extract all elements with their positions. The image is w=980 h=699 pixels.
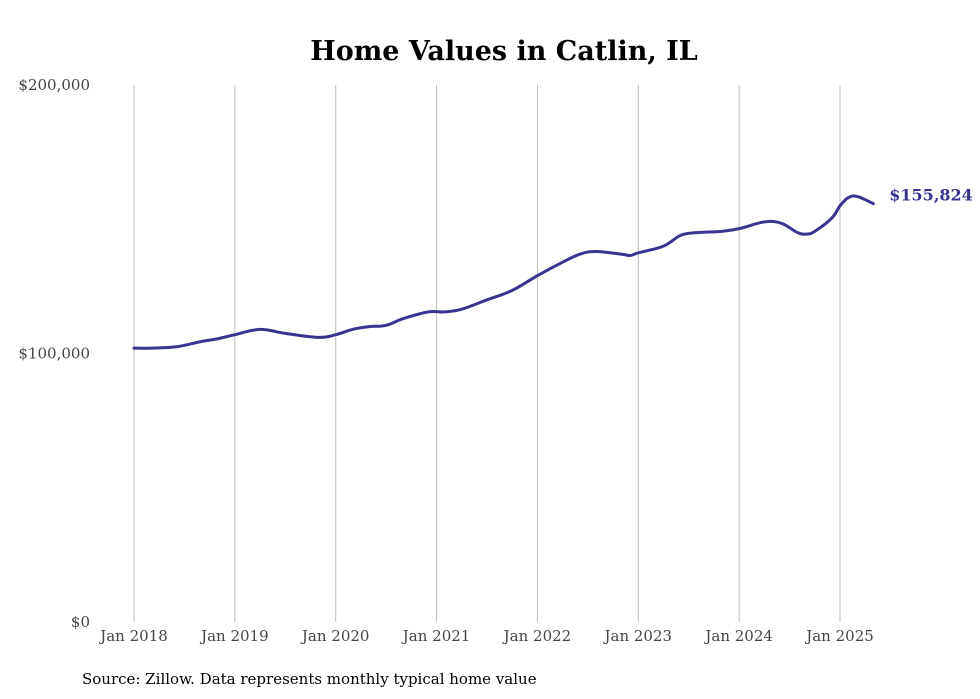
chart-title: Home Values in Catlin, IL bbox=[310, 36, 698, 67]
x-tick-label: Jan 2019 bbox=[199, 627, 269, 645]
x-axis-ticks: Jan 2018 Jan 2019 Jan 2020 Jan 2021 Jan 2022… bbox=[98, 627, 874, 645]
x-tick-label: Jan 2023 bbox=[603, 627, 673, 645]
series-line-home-value bbox=[132, 194, 875, 350]
y-tick-label: $100,000 bbox=[18, 345, 90, 363]
x-tick-label: Jan 2021 bbox=[401, 627, 471, 645]
x-tick-label: Jan 2022 bbox=[502, 627, 572, 645]
y-tick-label: $200,000 bbox=[18, 76, 90, 94]
y-axis-ticks: $0 $100,000 $200,000 bbox=[18, 76, 90, 631]
y-tick-label: $0 bbox=[71, 613, 90, 631]
source-note: Source: Zillow. Data represents monthly … bbox=[82, 670, 537, 688]
x-tick-label: Jan 2025 bbox=[804, 627, 874, 645]
gridlines bbox=[133, 85, 841, 622]
end-value-label: $155,824 bbox=[889, 186, 973, 205]
x-tick-label: Jan 2020 bbox=[300, 627, 370, 645]
x-tick-label: Jan 2024 bbox=[703, 627, 773, 645]
x-tick-label: Jan 2018 bbox=[98, 627, 168, 645]
